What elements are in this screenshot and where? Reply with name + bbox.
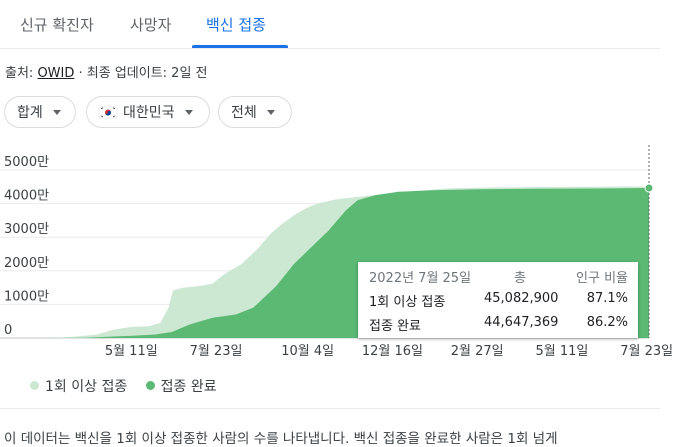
tooltip-row-label: 접종 완료	[369, 319, 421, 334]
korea-flag-icon	[99, 105, 117, 119]
country-filter-dropdown[interactable]: 대한민국	[86, 96, 210, 128]
tab-vaccination[interactable]: 백신 접종	[206, 16, 266, 34]
hover-point	[644, 183, 654, 193]
legend-item-full-dose[interactable]: 접종 완료	[145, 379, 217, 395]
tab-bar: 신규 확진자 사망자 백신 접종	[0, 0, 660, 49]
tooltip-row-total: 45,082,900	[484, 291, 559, 306]
aggregate-filter-dropdown[interactable]: 합계	[4, 96, 76, 128]
country-filter-label: 대한민국	[123, 105, 175, 121]
data-description: 이 데이터는 백신을 1회 이상 접종한 사람의 수를 나타냅니다. 백신 접종…	[4, 431, 558, 447]
x-tick-label: 5월 11일	[535, 344, 588, 359]
y-tick-label: 1000만	[4, 289, 49, 304]
x-tick-label: 10월 4일	[281, 344, 334, 359]
y-tick-label: 2000만	[4, 256, 49, 271]
y-tick-label: 3000만	[4, 222, 49, 237]
tab-deaths[interactable]: 사망자	[130, 16, 172, 34]
y-tick-label: 5000만	[4, 155, 49, 170]
chevron-down-icon	[184, 109, 193, 115]
scope-filter-label: 전체	[231, 105, 257, 121]
chart-legend: 1회 이상 접종 접종 완료	[30, 376, 217, 396]
legend-dot-icon	[145, 381, 155, 390]
tooltip-row-ratio: 86.2%	[586, 315, 628, 330]
tooltip-row-full-dose: 접종 완료 44,647,369 86.2%	[358, 315, 638, 339]
source-prefix: 출처:	[5, 66, 38, 81]
chevron-down-icon	[52, 109, 61, 115]
tooltip-col-ratio: 인구 비율	[576, 271, 628, 286]
tab-new-cases[interactable]: 신규 확진자	[20, 16, 94, 34]
y-tick-label: 0	[4, 323, 12, 338]
x-tick-label: 5월 11일	[105, 344, 158, 359]
tooltip-header: 2022년 7월 25일 총 인구 비율	[358, 267, 638, 291]
chart-tooltip: 2022년 7월 25일 총 인구 비율 1회 이상 접종 45,082,900…	[358, 262, 638, 338]
y-tick-label: 4000만	[4, 189, 49, 204]
source-link[interactable]: OWID	[37, 66, 75, 81]
x-tick-label: 7월 23일	[620, 344, 673, 359]
legend-dot-icon	[30, 381, 39, 390]
legend-label: 접종 완료	[160, 379, 217, 395]
x-tick-label: 2월 27일	[451, 344, 504, 359]
x-tick-label: 12월 16일	[362, 344, 423, 359]
scope-filter-dropdown[interactable]: 전체	[218, 96, 292, 128]
x-tick-label: 7월 23일	[190, 344, 243, 359]
tooltip-row-label: 1회 이상 접종	[369, 295, 446, 310]
legend-item-first-dose[interactable]: 1회 이상 접종	[30, 379, 127, 395]
last-updated: · 최종 업데이트: 2일 전	[74, 66, 208, 81]
tooltip-date: 2022년 7월 25일	[369, 271, 472, 286]
aggregate-filter-label: 합계	[17, 105, 43, 121]
active-tab-indicator	[192, 45, 288, 48]
divider	[0, 408, 660, 409]
legend-label: 1회 이상 접종	[45, 379, 128, 395]
source-line: 출처: OWID · 최종 업데이트: 2일 전	[5, 62, 208, 81]
tooltip-row-total: 44,647,369	[484, 315, 559, 330]
tooltip-row-first-dose: 1회 이상 접종 45,082,900 87.1%	[358, 291, 638, 315]
chevron-down-icon	[266, 109, 275, 115]
tooltip-row-ratio: 87.1%	[586, 291, 628, 306]
tooltip-col-total: 총	[514, 271, 526, 286]
